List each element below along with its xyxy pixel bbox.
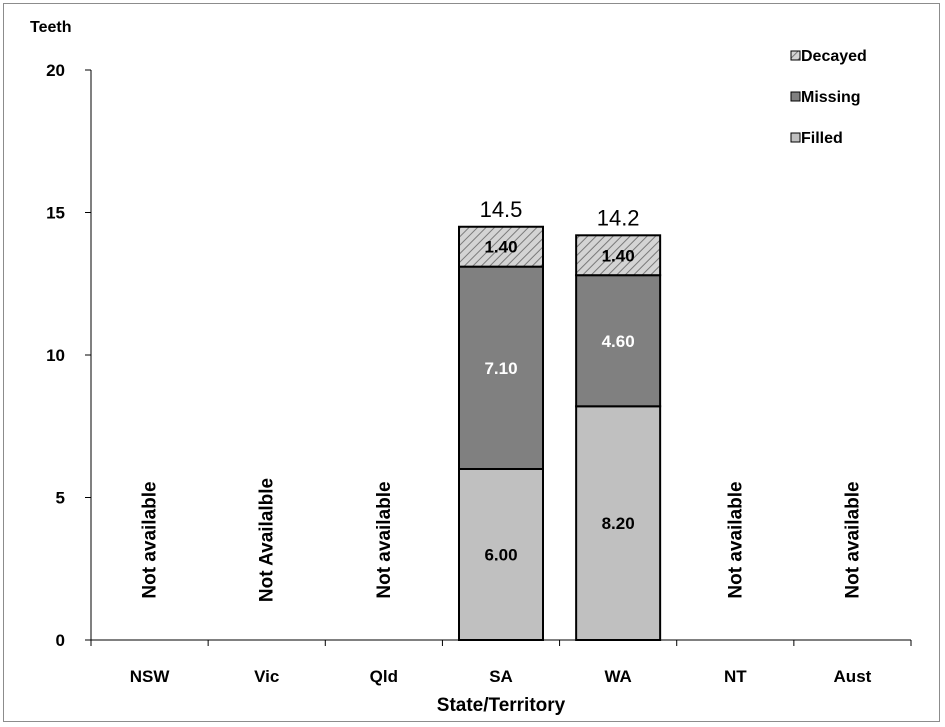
data-label: 1.40 [484,238,517,257]
not-available-label: Not available [374,481,395,598]
not-available-label: Not available [725,481,746,598]
data-label: 4.60 [602,332,635,351]
not-available-label: Not available [140,481,161,598]
bar-segment-filled [458,468,544,641]
x-tick-label: Aust [834,667,872,686]
bar-segment-decayed [458,225,544,268]
total-label: 14.5 [480,197,523,222]
x-tick-label: SA [489,667,513,686]
legend-label: Filled [801,130,843,147]
y-tick-label: 10 [46,346,65,365]
y-tick-label: 20 [46,61,65,80]
legend-swatch-missing [790,91,801,102]
x-tick-label: Vic [254,667,279,686]
not-available-label: Not available [842,481,863,598]
not-available-label: Not Availalble [257,478,278,602]
x-tick-label: WA [604,667,631,686]
x-tick-label: Qld [370,667,398,686]
x-axis-title: State/Territory [437,695,566,716]
y-tick-label: 0 [56,631,65,650]
data-label: 8.20 [602,514,635,533]
x-tick-label: NT [724,667,747,686]
legend: Decayed Missing Filled [790,48,867,147]
legend-label: Decayed [801,48,867,65]
data-label: 7.10 [484,359,517,378]
bar-segment-missing [458,265,544,470]
bar-segment-decayed [575,234,662,277]
bar-segment-filled [575,405,662,641]
data-label: 1.40 [602,246,635,265]
bar-segment-missing [575,274,662,408]
y-axis-title: Teeth [30,19,71,36]
x-tick-label: NSW [130,667,171,686]
y-tick-label: 15 [46,204,65,223]
plot-area: 0 5 10 15 20 NSW Vic Qld SA WA NT Aust Not available… [46,61,912,686]
data-label: 6.00 [484,546,517,565]
total-label: 14.2 [597,205,640,230]
y-tick-label: 5 [56,489,65,508]
legend-swatch-filled [790,132,801,143]
legend-swatch-decayed [790,50,801,61]
legend-label: Missing [801,89,861,106]
